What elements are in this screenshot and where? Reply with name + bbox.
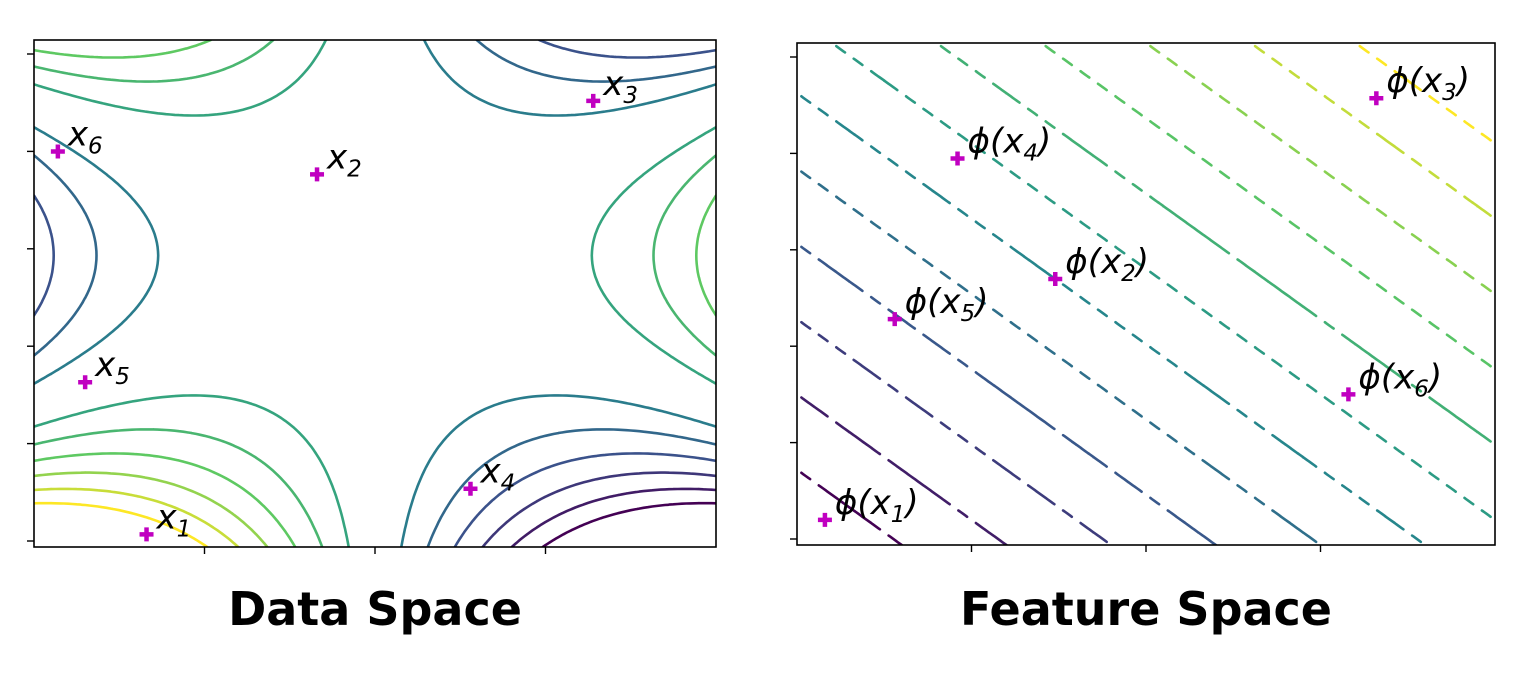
contour-level-7: [34, 40, 716, 547]
point-marker-phi-x3: [1369, 91, 1384, 106]
chart-title: Data Space: [228, 582, 522, 636]
point-marker-x6: [50, 144, 65, 159]
contour-level-8: [939, 44, 1492, 443]
point-label-x5: x5: [94, 345, 130, 390]
point-marker-x4: [463, 481, 478, 496]
contour-level-3: [481, 471, 716, 547]
contour-level-10: [1149, 44, 1492, 293]
contour-level-6: [34, 40, 716, 547]
point-label-x1: x1: [156, 497, 192, 542]
point-marker-x3: [586, 93, 601, 108]
contour-lines: [800, 44, 1492, 545]
point-marker-phi-x1: [817, 512, 832, 527]
contour-level-3: [800, 320, 1108, 544]
point-marker-x2: [310, 167, 325, 182]
point-marker-phi-x4: [950, 151, 965, 166]
contour-level-12: [1358, 44, 1492, 142]
contour-level-9: [34, 40, 716, 547]
point-label-phi-x1: ϕ(x1): [835, 483, 919, 528]
contour-level-12: [34, 501, 209, 547]
contour-level-9: [1044, 44, 1492, 368]
point-label-phi-x6: ϕ(x6): [1358, 357, 1442, 402]
contour-level-10: [34, 471, 269, 547]
point-label-phi-x5: ϕ(x5): [905, 282, 989, 327]
contour-level-5: [34, 40, 716, 547]
contour-level-2: [800, 396, 1008, 545]
point-marker-x1: [139, 527, 154, 542]
axes-frame: [33, 39, 717, 548]
contour-level-8: [34, 40, 716, 547]
point-label-x3: x3: [602, 64, 638, 109]
feature-space-chart: ϕ(x1) ϕ(x2) ϕ(x3) ϕ(x4) ϕ(x5) ϕ(x6) Feature Sp…: [790, 42, 1496, 636]
point-marker-phi-x2: [1048, 271, 1063, 286]
point-label-phi-x2: ϕ(x2): [1065, 242, 1149, 287]
contour-level-1: [541, 501, 716, 547]
contour-level-2: [510, 487, 716, 547]
contour-level-1: [800, 471, 903, 545]
contour-level-11: [1253, 44, 1492, 217]
point-marker-x5: [78, 375, 93, 390]
contour-level-7: [835, 44, 1492, 519]
contour-lines: [34, 40, 716, 547]
point-label-phi-x3: ϕ(x3): [1386, 61, 1470, 106]
point-label-phi-x4: ϕ(x4): [968, 121, 1052, 166]
point-label-x6: x6: [67, 115, 103, 160]
data-space-chart: x1 x2 x3 x4 x5 x6 Data Space: [27, 39, 717, 636]
contour-level-5: [800, 170, 1318, 544]
contour-level-6: [800, 95, 1423, 544]
contour-level-11: [34, 487, 240, 547]
point-marker-phi-x5: [887, 312, 902, 327]
point-label-x4: x4: [479, 452, 515, 497]
point-label-x2: x2: [326, 137, 362, 182]
chart-title: Feature Space: [960, 582, 1332, 636]
point-marker-phi-x6: [1341, 387, 1356, 402]
contour-level-4: [34, 40, 716, 547]
